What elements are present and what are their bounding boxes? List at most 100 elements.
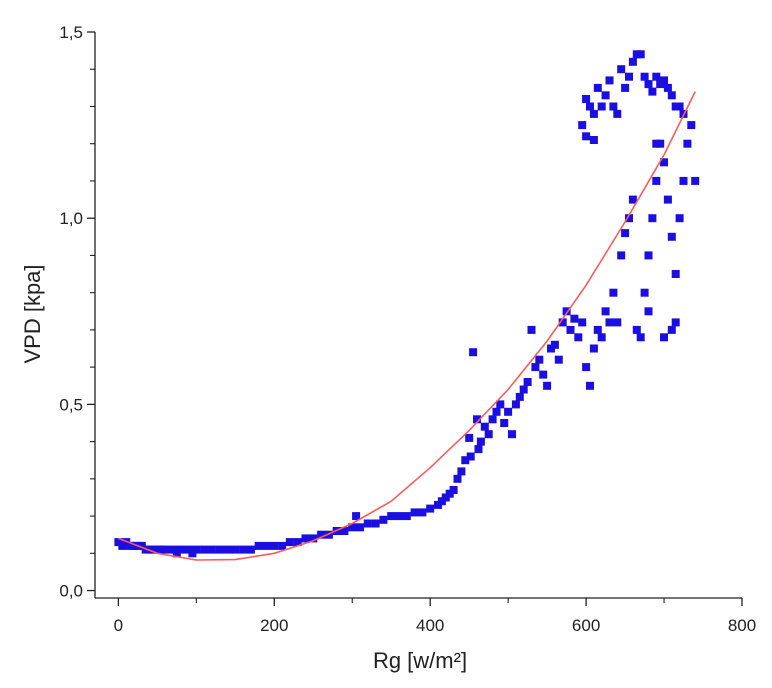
data-point xyxy=(301,534,310,543)
data-point xyxy=(667,325,676,334)
data-point xyxy=(562,307,571,316)
data-point xyxy=(582,363,591,372)
data-point xyxy=(426,504,435,513)
data-point xyxy=(239,545,248,554)
data-point xyxy=(671,270,680,278)
data-point xyxy=(379,515,388,524)
data-point xyxy=(474,445,483,454)
data-point xyxy=(667,232,676,241)
data-point xyxy=(663,83,672,92)
y-tick-label: 1,5 xyxy=(59,23,83,42)
data-point xyxy=(597,102,606,111)
data-point xyxy=(617,65,626,74)
data-point xyxy=(589,109,598,118)
data-point xyxy=(453,474,462,483)
data-point xyxy=(356,523,364,532)
y-tick-label: 0,0 xyxy=(59,582,83,601)
data-point xyxy=(254,541,263,550)
data-point xyxy=(473,415,481,424)
data-point xyxy=(675,214,684,223)
data-point xyxy=(609,102,618,111)
data-point xyxy=(484,430,493,439)
data-point xyxy=(352,512,361,521)
x-tick-label: 800 xyxy=(728,616,756,635)
data-point xyxy=(589,136,598,144)
data-point xyxy=(566,325,575,334)
y-axis-title: VPD [kpa] xyxy=(20,264,45,363)
data-point xyxy=(582,132,591,141)
data-point xyxy=(601,91,610,100)
fit-curve xyxy=(118,91,696,561)
data-point xyxy=(683,139,692,148)
data-point xyxy=(527,325,536,334)
data-point xyxy=(648,87,657,96)
data-point xyxy=(461,456,470,465)
data-point xyxy=(679,176,688,185)
data-point xyxy=(609,288,618,297)
y-tick-label: 1,0 xyxy=(59,209,83,228)
x-axis-title: Rg [w/m²] xyxy=(373,648,467,673)
data-point xyxy=(309,534,318,543)
data-point xyxy=(410,508,419,517)
data-point xyxy=(625,72,633,81)
data-point xyxy=(543,381,552,390)
data-point xyxy=(285,538,294,547)
data-point xyxy=(262,541,271,550)
data-point xyxy=(465,433,474,442)
data-point xyxy=(601,307,610,316)
data-point xyxy=(215,545,224,554)
data-point xyxy=(395,512,403,521)
data-point xyxy=(687,121,696,130)
data-point xyxy=(539,370,548,379)
data-point xyxy=(652,72,661,81)
data-point xyxy=(570,314,579,323)
x-tick-label: 400 xyxy=(416,616,444,635)
data-point xyxy=(613,109,622,118)
data-point xyxy=(663,195,672,204)
data-point xyxy=(593,325,602,334)
data-point xyxy=(625,214,633,223)
data-point xyxy=(691,176,700,185)
data-point xyxy=(652,139,661,148)
data-point xyxy=(632,325,641,334)
data-point xyxy=(418,508,427,517)
data-point xyxy=(636,50,645,59)
data-point xyxy=(613,318,622,327)
data-point xyxy=(550,340,559,349)
data-point xyxy=(192,545,201,554)
data-point xyxy=(504,407,513,416)
data-point xyxy=(644,80,653,89)
data-point xyxy=(554,355,563,364)
data-point xyxy=(660,76,668,85)
data-point xyxy=(589,344,598,353)
data-point xyxy=(270,541,279,550)
data-point xyxy=(317,530,326,539)
data-point xyxy=(402,512,411,521)
data-point xyxy=(293,538,302,547)
data-point xyxy=(278,541,287,550)
data-point xyxy=(511,400,520,409)
data-point xyxy=(476,437,485,446)
data-point xyxy=(636,333,645,342)
data-point xyxy=(469,348,478,357)
y-tick-label: 0,5 xyxy=(59,395,83,414)
data-point xyxy=(621,229,630,238)
data-point xyxy=(387,512,396,521)
data-point xyxy=(523,378,532,386)
data-point xyxy=(578,121,587,130)
data-point xyxy=(605,76,614,85)
data-point xyxy=(586,102,594,111)
data-point xyxy=(363,519,372,528)
data-point xyxy=(578,318,587,327)
data-point xyxy=(200,545,209,554)
data-point xyxy=(371,519,380,528)
data-point xyxy=(223,545,232,554)
x-tick-label: 600 xyxy=(572,616,600,635)
data-point xyxy=(324,530,333,539)
data-point xyxy=(449,486,458,494)
data-point xyxy=(231,545,240,554)
data-point xyxy=(640,72,649,81)
data-point xyxy=(582,95,591,103)
data-point xyxy=(531,363,540,372)
